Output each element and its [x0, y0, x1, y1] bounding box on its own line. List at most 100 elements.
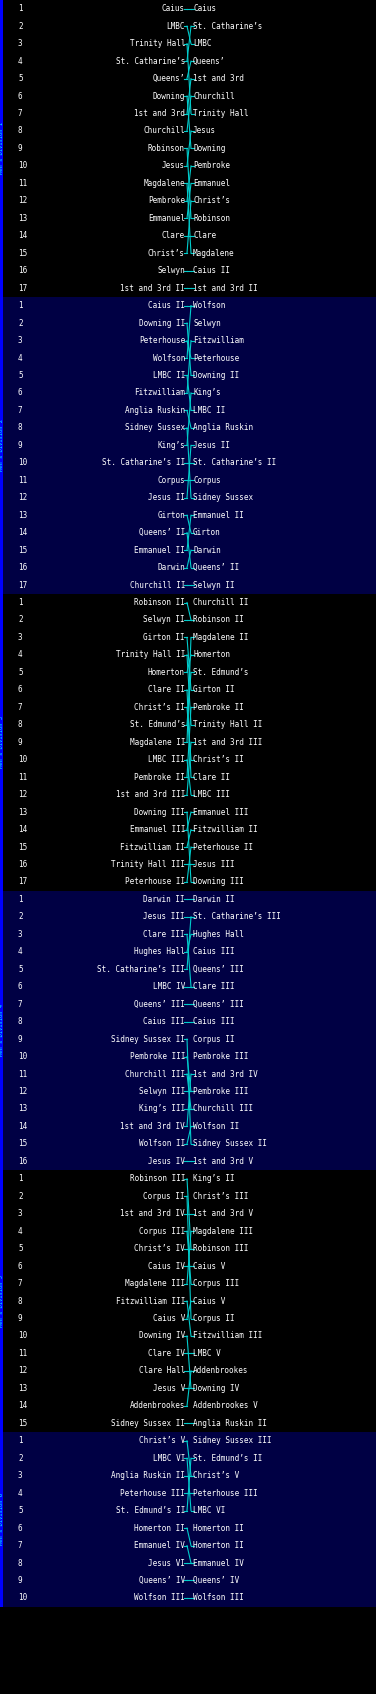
Text: 3: 3	[18, 1210, 23, 1218]
Text: Queens’ III: Queens’ III	[134, 999, 185, 1008]
Text: Robinson: Robinson	[193, 213, 230, 224]
Bar	[0, 891, 376, 1171]
Text: 7: 7	[18, 407, 23, 415]
Text: Wolfson II: Wolfson II	[193, 1121, 239, 1132]
Text: 10: 10	[18, 1594, 27, 1603]
Text: Sidney Sussex II: Sidney Sussex II	[193, 1140, 267, 1149]
Text: 4: 4	[18, 56, 23, 66]
Text: 5: 5	[18, 667, 23, 678]
Text: 13: 13	[18, 1384, 27, 1392]
Text: 3: 3	[18, 634, 23, 642]
Text: Pembroke: Pembroke	[148, 197, 185, 205]
Text: 9: 9	[18, 737, 23, 747]
Text: 8: 8	[18, 1296, 23, 1306]
Text: St. Edmund’s: St. Edmund’s	[193, 667, 249, 678]
Text: Clare IV: Clare IV	[148, 1348, 185, 1359]
Text: 1st and 3rd V: 1st and 3rd V	[193, 1210, 253, 1218]
Text: Pembroke II: Pembroke II	[193, 703, 244, 711]
Text: Wolfson III: Wolfson III	[193, 1594, 244, 1603]
Text: Caius V: Caius V	[153, 1315, 185, 1323]
Text: Emmanuel II: Emmanuel II	[193, 510, 244, 520]
Text: Corpus III: Corpus III	[139, 1226, 185, 1235]
Text: Clare Hall: Clare Hall	[139, 1367, 185, 1376]
Text: Homerton: Homerton	[148, 667, 185, 678]
Text: Clare III: Clare III	[143, 930, 185, 938]
Text: Darwin II: Darwin II	[193, 894, 235, 905]
Text: 15: 15	[18, 249, 27, 257]
Text: Christ’s V: Christ’s V	[139, 1437, 185, 1445]
Text: 14: 14	[18, 1401, 27, 1411]
Text: 16: 16	[18, 861, 27, 869]
Text: 4: 4	[18, 947, 23, 957]
Text: Robinson II: Robinson II	[193, 615, 244, 625]
Text: Anglia Ruskin II: Anglia Ruskin II	[111, 1470, 185, 1481]
Text: Sidney Sussex II: Sidney Sussex II	[111, 1035, 185, 1044]
Bar	[0, 1171, 3, 1431]
Text: Jesus III: Jesus III	[143, 913, 185, 922]
Text: Selwyn: Selwyn	[193, 318, 221, 327]
Text: 14: 14	[18, 232, 27, 241]
Text: Men’s Division 6: Men’s Division 6	[0, 1494, 4, 1545]
Text: Corpus: Corpus	[157, 476, 185, 484]
Text: Churchill II: Churchill II	[193, 598, 249, 606]
Text: St. Catharine’s: St. Catharine’s	[193, 22, 262, 30]
Text: 14: 14	[18, 1121, 27, 1132]
Text: Queens’: Queens’	[153, 75, 185, 83]
Text: St. Catharine’s: St. Catharine’s	[116, 56, 185, 66]
Bar	[0, 891, 3, 1171]
Text: 10: 10	[18, 161, 27, 171]
Text: Queens’ III: Queens’ III	[193, 966, 244, 974]
Text: Jesus: Jesus	[162, 161, 185, 171]
Text: 5: 5	[18, 1243, 23, 1254]
Text: 12: 12	[18, 1367, 27, 1376]
Text: Trinity Hall II: Trinity Hall II	[193, 720, 262, 728]
Text: 7: 7	[18, 999, 23, 1008]
Text: Emmanuel II: Emmanuel II	[134, 545, 185, 554]
Text: Peterhouse III: Peterhouse III	[120, 1489, 185, 1497]
Text: 6: 6	[18, 686, 23, 695]
Text: 1st and 3rd: 1st and 3rd	[134, 108, 185, 119]
Text: Jesus VI: Jesus VI	[148, 1558, 185, 1567]
Text: Downing IV: Downing IV	[193, 1384, 239, 1392]
Text: Pembroke II: Pembroke II	[134, 772, 185, 781]
Text: Clare III: Clare III	[193, 983, 235, 991]
Text: Men’s Division 5: Men’s Division 5	[0, 1276, 4, 1326]
Text: 4: 4	[18, 650, 23, 659]
Text: 10: 10	[18, 1052, 27, 1060]
Text: 4: 4	[18, 1226, 23, 1235]
Text: 1: 1	[18, 894, 23, 905]
Text: 6: 6	[18, 388, 23, 398]
Text: Robinson III: Robinson III	[129, 1174, 185, 1184]
Text: Christ’s V: Christ’s V	[193, 1470, 239, 1481]
Bar	[0, 595, 376, 891]
Text: Queens’ IV: Queens’ IV	[139, 1575, 185, 1586]
Text: 13: 13	[18, 510, 27, 520]
Text: 10: 10	[18, 459, 27, 468]
Text: Addenbrookes V: Addenbrookes V	[193, 1401, 258, 1411]
Text: LMBC III: LMBC III	[193, 789, 230, 800]
Text: LMBC: LMBC	[167, 22, 185, 30]
Text: Hughes Hall: Hughes Hall	[193, 930, 244, 938]
Text: 5: 5	[18, 75, 23, 83]
Text: 7: 7	[18, 108, 23, 119]
Text: 10: 10	[18, 756, 27, 764]
Text: Corpus III: Corpus III	[193, 1279, 239, 1287]
Text: Wolfson: Wolfson	[193, 302, 225, 310]
Text: 8: 8	[18, 127, 23, 136]
Text: Queens’: Queens’	[193, 56, 225, 66]
Text: 12: 12	[18, 197, 27, 205]
Text: 13: 13	[18, 213, 27, 224]
Text: St. Catharine’s III: St. Catharine’s III	[193, 913, 281, 922]
Text: 4: 4	[18, 1489, 23, 1497]
Text: Queens’ III: Queens’ III	[193, 999, 244, 1008]
Bar	[0, 1431, 376, 1606]
Text: Anglia Ruskin II: Anglia Ruskin II	[193, 1420, 267, 1428]
Text: Homerton: Homerton	[193, 650, 230, 659]
Text: Clare II: Clare II	[148, 686, 185, 695]
Text: Anglia Ruskin: Anglia Ruskin	[193, 424, 253, 432]
Text: Emmanuel IV: Emmanuel IV	[134, 1542, 185, 1550]
Text: Addenbrookes: Addenbrookes	[129, 1401, 185, 1411]
Bar	[0, 296, 376, 595]
Text: Fitzwilliam III: Fitzwilliam III	[116, 1296, 185, 1306]
Text: Wolfson II: Wolfson II	[139, 1140, 185, 1149]
